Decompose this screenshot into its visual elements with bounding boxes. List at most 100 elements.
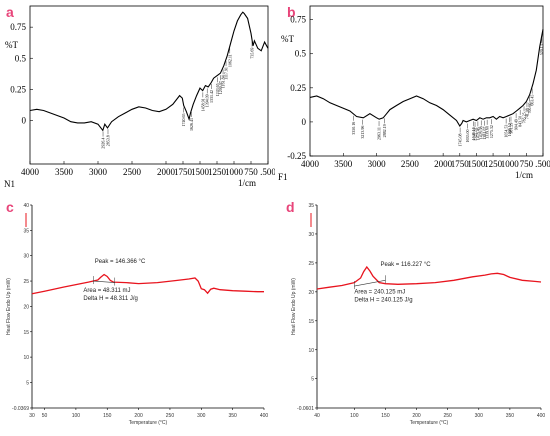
panel-letter-a: a bbox=[6, 4, 14, 20]
spectrum-line bbox=[29, 11, 269, 132]
x-tick-label: 2000 bbox=[157, 167, 176, 177]
x-tick-label: 250 bbox=[443, 413, 452, 419]
y-tick-label: 0.5 bbox=[15, 53, 27, 63]
x-axis-label: 1/cm bbox=[515, 170, 533, 180]
peak-label: 1394.09 bbox=[205, 94, 210, 107]
x-tick-label: 350 bbox=[506, 413, 515, 419]
x-tick-label: 200 bbox=[134, 413, 143, 419]
x-tick-label: 150 bbox=[381, 413, 390, 419]
x-tick-label: 300 bbox=[197, 413, 206, 419]
peak-label: 1331.42 bbox=[209, 90, 214, 103]
dsc-chart-d: -0.0601 5 10 15 20 25 30 35 40 100 150 200 250 300 350… bbox=[291, 203, 546, 426]
y-tick-label: 0.75 bbox=[290, 15, 306, 25]
x-tick-label: 1000 bbox=[501, 159, 520, 169]
x-tick-label: 1750 bbox=[174, 167, 193, 177]
peak-label: 1200.07 bbox=[218, 81, 223, 94]
x-tick-label: 400 bbox=[537, 413, 546, 419]
dsc-chart-c: -0.0369 5 10 15 20 25 30 35 40 30 50 100 150 200 250 30… bbox=[6, 203, 269, 426]
peak-label: 700.60 bbox=[527, 103, 532, 114]
y-tick-label: 5 bbox=[311, 377, 314, 383]
panel-letter-d: d bbox=[286, 199, 295, 215]
x-tick-label: 2000 bbox=[434, 159, 453, 169]
peak-label: 2853.8 bbox=[105, 135, 110, 146]
y-axis-label: %T bbox=[281, 34, 294, 44]
peak-label: 1740.65 bbox=[181, 114, 186, 127]
peak-label: 663.45 bbox=[530, 95, 535, 106]
integration-baseline bbox=[354, 279, 386, 287]
plot-frame bbox=[309, 5, 544, 157]
x-tick-label: 1500 bbox=[467, 159, 486, 169]
peak-label: 1161.84 bbox=[221, 75, 226, 88]
y-tick-label: 0.25 bbox=[290, 83, 306, 93]
y-axis-label: Heat Flow Endo Up (mW) bbox=[291, 278, 297, 335]
peak-label: 1006.12 bbox=[507, 123, 512, 136]
peak-label: 1521.20 bbox=[473, 128, 478, 141]
x-tick-label: 50 bbox=[42, 413, 48, 419]
peak-label: 1054.53 bbox=[504, 125, 509, 138]
x-tick-label: 3000 bbox=[89, 167, 108, 177]
sample-label: F1 bbox=[278, 172, 288, 182]
x-tick-label: 400 bbox=[260, 413, 269, 419]
peak-label: 2882.19 bbox=[382, 124, 387, 137]
y-tick-label: 0.75 bbox=[10, 22, 26, 32]
peak-label: 843.50 bbox=[518, 116, 523, 127]
x-tick-label: 100 bbox=[350, 413, 359, 419]
delta-h-annotation: Delta H = 48.311 J/g bbox=[83, 296, 137, 302]
y-tick-label: 0.5 bbox=[295, 49, 307, 59]
plot-frame bbox=[29, 5, 269, 165]
x-tick-label: 3500 bbox=[334, 159, 353, 169]
x-tick-label: 40 bbox=[314, 413, 320, 419]
spectrum-line bbox=[309, 29, 544, 127]
x-tick-label: 150 bbox=[103, 413, 112, 419]
y-tick-label: 5 bbox=[26, 380, 29, 386]
y-tick-label: 25 bbox=[23, 279, 29, 285]
y-tick-label: 35 bbox=[308, 203, 314, 209]
y-tick-label: -0.0369 bbox=[12, 406, 29, 412]
x-tick-label: 3000 bbox=[368, 159, 387, 169]
x-tick-label: 750 bbox=[520, 159, 534, 169]
peak-label: 1062.11 bbox=[227, 54, 232, 67]
y-tick-label: 20 bbox=[23, 304, 29, 310]
x-axis-label: 1/cm bbox=[238, 178, 256, 188]
y-tick-label: 0 bbox=[302, 117, 307, 127]
peak-label: 1381.07 bbox=[482, 127, 487, 140]
y-tick-label: 0.25 bbox=[10, 84, 26, 94]
x-tick-label: 4000 bbox=[21, 167, 40, 177]
y-tick-label: 30 bbox=[308, 232, 314, 238]
peak-label: 3350.16 bbox=[351, 122, 356, 135]
x-tick-label: 300 bbox=[475, 413, 484, 419]
peak-label: 1428.08 bbox=[479, 126, 484, 139]
x-tick-label: 1250 bbox=[208, 167, 227, 177]
x-tick-label: 100 bbox=[72, 413, 81, 419]
x-axis-label: Temperature (°C) bbox=[410, 420, 449, 426]
peak-label: 1339.60 bbox=[485, 126, 490, 139]
y-axis-label: Heat Flow Endo Up (mW) bbox=[6, 278, 12, 335]
peak-label: 1243.65 bbox=[215, 83, 220, 96]
y-tick-label: 10 bbox=[23, 355, 29, 361]
dsc-curve bbox=[316, 265, 542, 290]
x-tick-label: .500 bbox=[535, 159, 550, 169]
x-tick-label: 1000 bbox=[225, 167, 244, 177]
x-tick-label: 1750 bbox=[451, 159, 470, 169]
y-tick-label: 40 bbox=[23, 203, 29, 209]
area-annotation: Area = 240.125 mJ bbox=[354, 290, 405, 296]
area-annotation: Area = 48.311 mJ bbox=[83, 288, 130, 294]
delta-h-annotation: Delta H = 240.125 J/g bbox=[354, 298, 412, 304]
sample-label: N1 bbox=[4, 179, 15, 189]
y-axis-label: %T bbox=[5, 40, 18, 50]
peak-label: 904.49 bbox=[514, 119, 519, 130]
y-tick-label: 35 bbox=[23, 228, 29, 234]
y-tick-label: -0.0601 bbox=[297, 406, 314, 412]
dsc-curve bbox=[31, 273, 264, 295]
peak-label: 1626.41 bbox=[189, 118, 194, 131]
peak-label: 1635.00 bbox=[465, 130, 470, 143]
peak-label: 2926.4 bbox=[101, 138, 106, 149]
y-tick-label: -0.25 bbox=[287, 151, 306, 161]
peak-label: 735.69 bbox=[250, 48, 255, 59]
peak-label: 741.08 bbox=[524, 108, 529, 119]
x-tick-label: 1250 bbox=[484, 159, 503, 169]
y-tick-label: 15 bbox=[23, 330, 29, 336]
x-tick-label: 3500 bbox=[55, 167, 74, 177]
y-tick-label: 15 bbox=[308, 319, 314, 325]
ftir-chart-n1: 0 0.25 0.5 0.75 4000 3500 3000 2500 2000 1750 1500… bbox=[4, 5, 275, 189]
